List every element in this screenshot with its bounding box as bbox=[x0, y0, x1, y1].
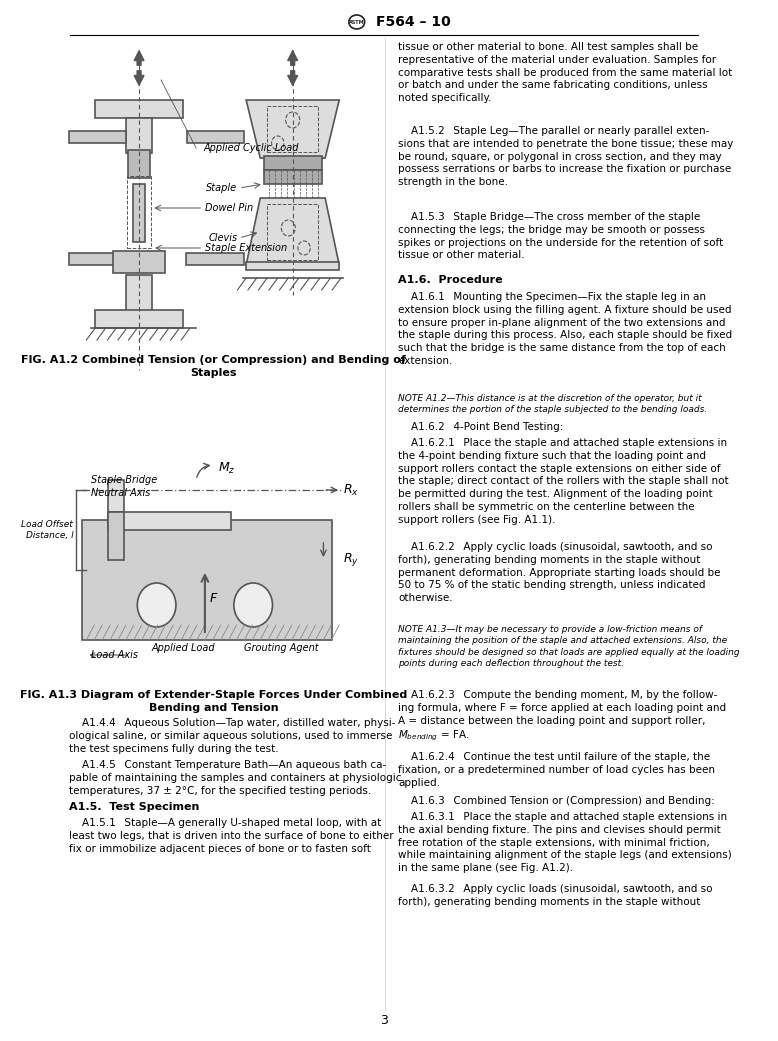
Text: A1.5.1   Staple—A generally U-shaped metal loop, with at
least two legs, that is: A1.5.1 Staple—A generally U-shaped metal… bbox=[68, 818, 394, 854]
Bar bbox=[133, 184, 145, 242]
Text: Applied Cyclic Load: Applied Cyclic Load bbox=[203, 143, 299, 153]
Bar bbox=[95, 100, 183, 118]
Bar bbox=[126, 275, 152, 313]
Text: A1.6.3   Combined Tension or (Compression) and Bending:: A1.6.3 Combined Tension or (Compression)… bbox=[398, 796, 715, 806]
Text: Dowel Pin: Dowel Pin bbox=[205, 203, 253, 213]
Polygon shape bbox=[246, 100, 339, 158]
Text: Load Offset
Distance, l: Load Offset Distance, l bbox=[22, 519, 73, 540]
Text: A1.5.2   Staple Leg—The parallel or nearly parallel exten-
sions that are intend: A1.5.2 Staple Leg—The parallel or nearly… bbox=[398, 126, 734, 187]
Bar bbox=[264, 170, 321, 184]
Bar bbox=[68, 131, 126, 143]
Text: A1.6.1   Mounting the Specimen—Fix the staple leg in an
extension block using th: A1.6.1 Mounting the Specimen—Fix the sta… bbox=[398, 291, 732, 366]
Text: NOTE A1.2—This distance is at the discretion of the operator, but it
determines : NOTE A1.2—This distance is at the discre… bbox=[398, 393, 707, 414]
Bar bbox=[267, 204, 318, 260]
Text: A1.6.3.1   Place the staple and attached staple extensions in
the axial bending : A1.6.3.1 Place the staple and attached s… bbox=[398, 812, 732, 873]
Circle shape bbox=[234, 583, 272, 627]
Bar bbox=[68, 253, 128, 265]
Text: Staple Extension: Staple Extension bbox=[205, 243, 287, 253]
Text: FIG. A1.2 Combined Tension (or Compression) and Bending of
Staples: FIG. A1.2 Combined Tension (or Compressi… bbox=[21, 355, 406, 378]
Bar bbox=[126, 118, 152, 153]
Polygon shape bbox=[246, 198, 339, 265]
Text: NOTE A1.3—It may be necessary to provide a low-friction means of
maintaining the: NOTE A1.3—It may be necessary to provide… bbox=[398, 625, 740, 668]
Bar bbox=[82, 520, 332, 640]
Text: F564 – 10: F564 – 10 bbox=[376, 15, 450, 29]
Bar bbox=[128, 150, 150, 178]
Circle shape bbox=[137, 583, 176, 627]
Text: A1.6.3.2   Apply cyclic loads (sinusoidal, sawtooth, and so
forth), generating b: A1.6.3.2 Apply cyclic loads (sinusoidal,… bbox=[398, 884, 713, 907]
Bar bbox=[187, 131, 244, 143]
Text: A1.5.3   Staple Bridge—The cross member of the staple
connecting the legs; the b: A1.5.3 Staple Bridge—The cross member of… bbox=[398, 212, 724, 260]
Bar bbox=[246, 262, 339, 270]
Text: Staple: Staple bbox=[206, 183, 237, 193]
Text: Applied Load: Applied Load bbox=[151, 643, 215, 653]
Bar bbox=[108, 512, 124, 560]
Text: F: F bbox=[209, 591, 216, 605]
Text: A1.6.2.1   Place the staple and attached staple extensions in
the 4-point bendin: A1.6.2.1 Place the staple and attached s… bbox=[398, 438, 729, 525]
Text: $M_z$: $M_z$ bbox=[218, 460, 236, 476]
Text: FIG. A1.3 Diagram of Extender-Staple Forces Under Combined
Bending and Tension: FIG. A1.3 Diagram of Extender-Staple For… bbox=[20, 690, 408, 713]
Text: A1.6.  Procedure: A1.6. Procedure bbox=[398, 275, 503, 285]
Text: $R_y$: $R_y$ bbox=[343, 552, 359, 568]
Text: A1.4.4   Aqueous Solution—Tap water, distilled water, physi-
ological saline, or: A1.4.4 Aqueous Solution—Tap water, disti… bbox=[68, 718, 395, 754]
Bar bbox=[108, 512, 231, 530]
Text: A1.6.2.3   Compute the bending moment, M, by the follow-
ing formula, where F = : A1.6.2.3 Compute the bending moment, M, … bbox=[398, 690, 726, 743]
Bar bbox=[127, 176, 152, 248]
Text: A1.6.2   4-Point Bend Testing:: A1.6.2 4-Point Bend Testing: bbox=[398, 422, 563, 432]
Text: A1.6.2.2   Apply cyclic loads (sinusoidal, sawtooth, and so
forth), generating b: A1.6.2.2 Apply cyclic loads (sinusoidal,… bbox=[398, 542, 720, 603]
Bar bbox=[113, 251, 166, 273]
Text: 3: 3 bbox=[380, 1014, 388, 1026]
Text: Load Axis: Load Axis bbox=[91, 650, 138, 660]
Bar bbox=[186, 253, 244, 265]
Text: A1.6.2.4   Continue the test until failure of the staple, the
fixation, or a pre: A1.6.2.4 Continue the test until failure… bbox=[398, 752, 715, 788]
Text: ASTM: ASTM bbox=[349, 20, 365, 25]
Bar bbox=[264, 156, 321, 170]
Text: Clevis: Clevis bbox=[209, 233, 237, 243]
Text: $R_x$: $R_x$ bbox=[343, 482, 359, 498]
Text: Neutral Axis: Neutral Axis bbox=[91, 488, 150, 498]
Text: A1.4.5   Constant Temperature Bath—An aqueous bath ca-
pable of maintaining the : A1.4.5 Constant Temperature Bath—An aque… bbox=[68, 760, 401, 795]
Text: A1.5.  Test Specimen: A1.5. Test Specimen bbox=[68, 802, 199, 812]
Text: tissue or other material to bone. All test samples shall be
representative of th: tissue or other material to bone. All te… bbox=[398, 42, 732, 103]
Text: Grouting Agent: Grouting Agent bbox=[244, 643, 319, 653]
Bar bbox=[95, 310, 183, 328]
Bar bbox=[267, 106, 318, 152]
Text: Staple Bridge: Staple Bridge bbox=[91, 475, 157, 485]
Bar bbox=[108, 480, 124, 530]
